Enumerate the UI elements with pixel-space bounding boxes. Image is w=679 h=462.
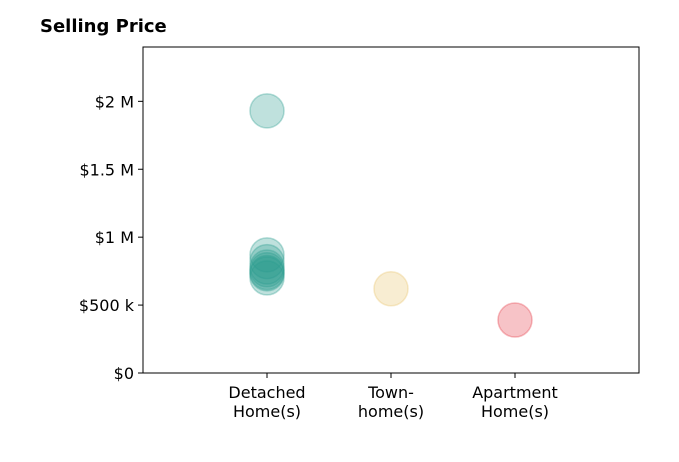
x-tick-label: Detached Home(s) [228,383,305,421]
x-tick-label-line: Home(s) [481,402,549,421]
x-tick-label-line: Town- [367,383,414,402]
x-tick-label-line: home(s) [358,402,424,421]
x-tick-label-line: Home(s) [233,402,301,421]
y-tick-label: $500 k [79,296,135,315]
data-point [249,254,285,291]
data-point [249,93,285,129]
x-tick-label: Apartment Home(s) [472,383,558,421]
chart-title: Selling Price [40,16,167,37]
data-point [249,249,285,285]
data-point [249,252,285,288]
data-point [497,302,533,338]
y-axis: $0 $500 k $1 M $1.5 M $2 M [79,92,143,383]
data-point [373,271,409,307]
y-tick-label: $2 M [95,92,134,111]
y-tick-label: $1.5 M [79,160,134,179]
x-axis: Detached Home(s)Town-home(s)Apartment Home… [228,373,558,421]
x-tick-label: Town-home(s) [358,383,424,421]
data-point [249,243,285,280]
y-tick-label: $0 [114,364,134,383]
data-point [249,260,285,296]
data-points [249,93,533,338]
y-tick-label: $1 M [95,228,134,247]
plot-frame [142,46,640,374]
x-tick-label-line: Detached [228,383,305,402]
data-point [249,256,285,292]
x-tick-label-line: Apartment [472,383,558,402]
data-point [249,237,285,273]
